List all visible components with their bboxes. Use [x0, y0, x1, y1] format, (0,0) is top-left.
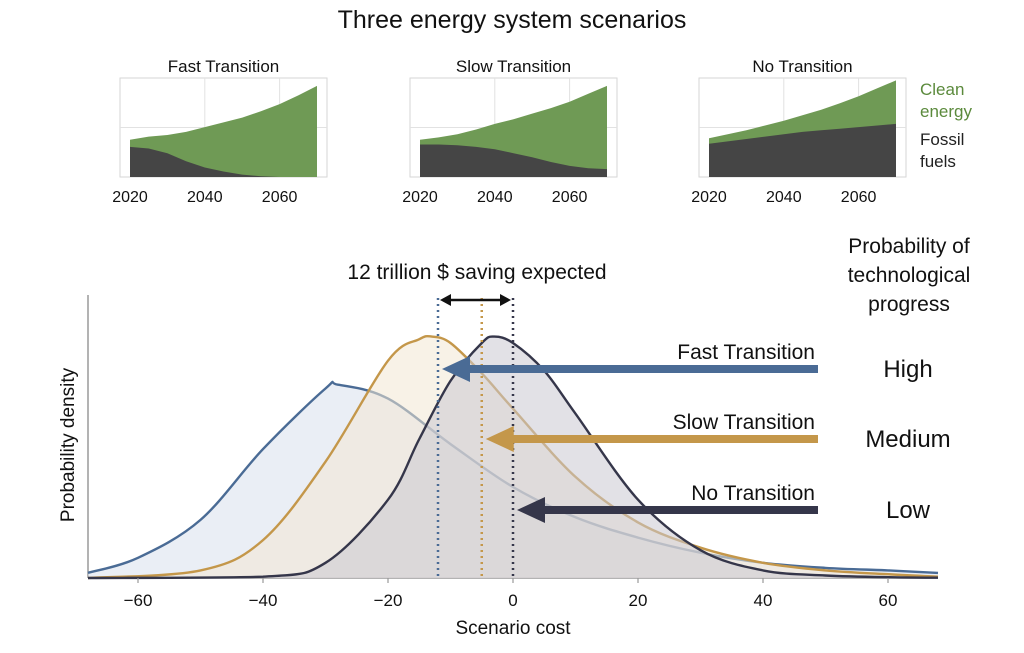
- fast-transition-probability-level: High: [883, 356, 932, 383]
- density-chart: 12 trillion $ saving expected Fast Transi…: [58, 261, 951, 639]
- mini-x-tick-label: 2040: [187, 189, 223, 206]
- mini-x-tick-label: 2020: [402, 189, 438, 206]
- slow-transition-probability-level: Medium: [865, 426, 950, 453]
- slow-transition-arrow-head: [485, 426, 514, 452]
- fossil-fuels-area: [130, 146, 317, 177]
- slow-transition-label: Slow Transition: [673, 411, 815, 434]
- fast-transition-arrow-head: [442, 356, 470, 382]
- mini-x-tick-label: 2060: [262, 189, 298, 206]
- x-tick-label: 20: [629, 591, 648, 610]
- x-tick-label: −20: [374, 591, 403, 610]
- legend-fossil-line2: fuels: [920, 152, 956, 171]
- probability-header-line1: Probability of: [848, 235, 970, 258]
- mini-chart-1: Fast Transition 2020 2040 2060: [112, 57, 328, 206]
- fossil-fuels-area: [709, 123, 896, 177]
- mini-x-tick-label: 2040: [766, 189, 802, 206]
- mini-x-tick-label: 2020: [691, 189, 727, 206]
- saving-arrow-head-right: [500, 294, 511, 306]
- x-tick-label: −60: [124, 591, 153, 610]
- legend-clean-line1: Clean: [920, 80, 965, 99]
- probability-header: Probability of technological progress: [824, 232, 994, 319]
- mini-chart-3: No Transition 2020 2040 2060: [691, 57, 907, 206]
- no-transition-density-line: [87, 335, 939, 580]
- legend-fossil-line1: Fossil: [920, 130, 965, 149]
- x-tick-label: 0: [508, 591, 517, 610]
- fast-transition-label: Fast Transition: [677, 341, 815, 364]
- saving-arrow-head-left: [440, 294, 451, 306]
- legend-clean-line2: energy: [920, 102, 972, 121]
- chart-title: Three energy system scenarios: [337, 6, 687, 34]
- probability-header-line2: technological: [847, 264, 971, 287]
- saving-annotation: 12 trillion $ saving expected: [347, 261, 606, 284]
- mini-chart-title: Fast Transition: [168, 57, 280, 76]
- probability-header-line3: progress: [868, 293, 950, 316]
- mini-chart-title: Slow Transition: [456, 57, 571, 76]
- mini-x-tick-label: 2060: [552, 189, 588, 206]
- y-axis-label: Probability density: [58, 367, 79, 522]
- mini-x-tick-label: 2060: [841, 189, 877, 206]
- legend-clean-energy: Clean energy: [920, 79, 972, 123]
- no-transition-density-area: [88, 336, 938, 578]
- x-tick-label: −40: [249, 591, 278, 610]
- mini-chart-2: Slow Transition 2020 2040 2060: [402, 57, 618, 206]
- no-transition-probability-level: Low: [886, 497, 931, 524]
- mini-chart-title: No Transition: [752, 57, 852, 76]
- mini-x-tick-label: 2040: [477, 189, 513, 206]
- x-tick-label: 40: [754, 591, 773, 610]
- mini-x-tick-label: 2020: [112, 189, 148, 206]
- legend-fossil-fuels: Fossil fuels: [920, 129, 964, 173]
- no-transition-arrow-head: [517, 497, 545, 523]
- x-axis-label: Scenario cost: [455, 618, 571, 639]
- clean-energy-area: [130, 85, 317, 177]
- fossil-fuels-area: [420, 144, 607, 177]
- x-tick-label: 60: [879, 591, 898, 610]
- no-transition-label: No Transition: [691, 482, 815, 505]
